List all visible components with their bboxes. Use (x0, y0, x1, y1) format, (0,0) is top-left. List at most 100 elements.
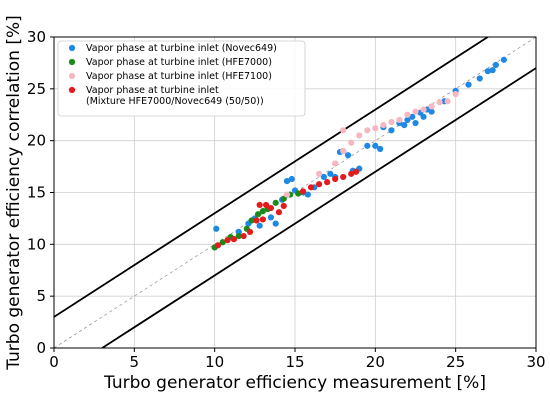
series-4-point (299, 188, 307, 195)
x-axis-label: Turbo generator efficiency measurement [… (103, 373, 486, 393)
series-3-point (340, 127, 347, 134)
reference-lines (54, 37, 536, 348)
series-4-point (230, 236, 238, 243)
series-3-point (316, 170, 323, 177)
series-1-point (500, 56, 507, 63)
series-4-point (275, 209, 283, 216)
series-1-point (272, 220, 279, 227)
legend-marker-1 (68, 44, 76, 52)
series-3-point (340, 147, 347, 155)
series-1-point (320, 173, 328, 181)
series-3-point (412, 108, 419, 115)
series-1-point (288, 175, 295, 183)
series-4-point (332, 175, 339, 183)
data-points (211, 56, 507, 251)
series-4-point (316, 181, 323, 188)
x-tick-label: 15 (285, 353, 304, 371)
series-1-point (401, 122, 408, 129)
legend-marker-4 (68, 86, 76, 94)
axis-ticks: 0 5 10 15 20 25 30 0 5 10 15 20 25 30 (27, 28, 546, 371)
series-4-point (259, 216, 266, 223)
series-1-point (283, 177, 291, 185)
series-1-point (492, 61, 499, 69)
x-tick-label: 25 (446, 353, 465, 371)
series-3-point (396, 116, 403, 124)
series-1-point (213, 225, 220, 232)
y-tick-label: 30 (27, 28, 46, 46)
series-3-point (436, 99, 443, 106)
series-4-point (262, 201, 270, 209)
series-3-point (444, 98, 451, 105)
series-4-point (267, 204, 274, 212)
series-4-point (246, 228, 254, 235)
series-2-point (295, 190, 302, 197)
series-3-point (404, 111, 411, 118)
y-tick-label: 25 (27, 80, 46, 98)
series-1-point (428, 108, 435, 115)
series-2-point (248, 217, 255, 224)
series-1-point (388, 127, 395, 134)
series-1-point (465, 81, 472, 88)
legend-label-2: Vapor phase at turbine inlet (HFE7000) (86, 57, 272, 68)
series-1-point (409, 113, 416, 120)
series-3-point (372, 125, 379, 132)
series-2-point (272, 199, 279, 206)
series-4-point (324, 179, 331, 186)
series-2-point (254, 211, 262, 218)
series-3-point (388, 118, 395, 126)
series-2-point (235, 232, 242, 240)
x-tick-label: 10 (205, 353, 224, 371)
series-3-point (452, 90, 459, 98)
x-tick-label: 30 (526, 353, 545, 371)
series-3-point (332, 160, 339, 167)
series-3-point (356, 132, 363, 139)
x-tick-label: 5 (130, 353, 140, 371)
series-1-point (377, 145, 384, 153)
series-1-point (489, 67, 496, 74)
series-2-point (259, 208, 266, 215)
legend-marker-2 (68, 58, 76, 66)
series-3-point (428, 103, 435, 110)
series-1-point (344, 152, 352, 159)
series-4-point (256, 201, 263, 209)
series-1-point (256, 222, 263, 229)
series-4-point (348, 170, 355, 177)
y-axis-label: Turbo generator efficiency correlation [… (4, 15, 24, 371)
series-4-point (224, 237, 231, 244)
series-3-point (380, 122, 387, 129)
series-2-point (219, 239, 226, 246)
legend-label-4: Vapor phase at turbine inlet (86, 85, 219, 96)
series-1-point (364, 142, 371, 149)
upper-bound-line (54, 37, 489, 318)
legend-marker-3 (68, 72, 76, 80)
y-tick-label: 20 (27, 132, 46, 150)
series-1-point (304, 191, 311, 198)
series-4-point (352, 168, 360, 175)
series-1-point (267, 214, 274, 221)
lower-bound-line (101, 67, 536, 348)
x-tick-label: 0 (49, 353, 59, 371)
legend: Vapor phase at turbine inlet (Novec649) V… (57, 40, 306, 117)
y-tick-label: 15 (27, 184, 46, 202)
series-1-point (372, 142, 379, 149)
series-1-point (484, 68, 491, 75)
y-tick-label: 10 (27, 235, 46, 253)
x-tick-label: 20 (366, 353, 385, 371)
legend-label-3: Vapor phase at turbine inlet (HFE7100) (86, 71, 272, 82)
series-1-point (476, 75, 483, 82)
series-4-point (253, 217, 260, 224)
y-tick-label: 5 (36, 287, 46, 305)
y-tick-label: 0 (36, 339, 46, 357)
series-1-point (420, 113, 427, 120)
series-3-point (364, 127, 371, 134)
series-4-point (307, 184, 315, 191)
series-3-point (348, 139, 355, 146)
series-3-point (420, 106, 427, 113)
series-4-point (340, 173, 347, 181)
legend-label-1: Vapor phase at turbine inlet (Novec649) (86, 43, 277, 54)
series-1-point (327, 170, 334, 177)
legend-label-4-line2: (Mixture HFE7000/Novec649 (50/50)) (86, 96, 264, 107)
series-3-point (283, 191, 291, 198)
series-4-point (214, 242, 221, 249)
